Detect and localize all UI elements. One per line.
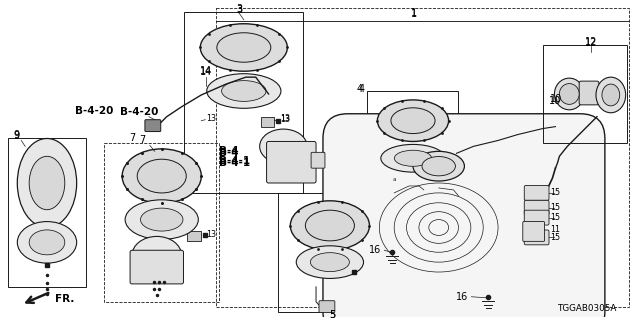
Ellipse shape [422,156,456,176]
Text: FR.: FR. [55,294,74,304]
FancyBboxPatch shape [323,114,605,320]
Ellipse shape [122,149,202,203]
Text: B-4-1: B-4-1 [219,156,250,166]
Bar [188,231,202,241]
Bar [278,193,389,312]
Ellipse shape [137,159,186,193]
FancyBboxPatch shape [311,152,325,168]
Text: 7: 7 [139,135,145,146]
Text: B-4-1: B-4-1 [219,158,250,168]
Ellipse shape [260,129,307,164]
Text: 1: 1 [411,8,417,18]
Text: 14: 14 [200,66,212,76]
FancyBboxPatch shape [524,200,549,215]
FancyBboxPatch shape [524,210,549,225]
Text: 15: 15 [550,213,561,222]
Text: 5: 5 [329,309,335,320]
Ellipse shape [391,108,435,133]
FancyBboxPatch shape [145,120,161,132]
Text: 15: 15 [550,188,561,197]
Text: 15: 15 [550,203,561,212]
Bar [104,143,219,302]
Ellipse shape [381,144,445,172]
Text: 5: 5 [329,309,335,320]
FancyBboxPatch shape [319,301,335,313]
Text: 13: 13 [280,115,291,124]
Ellipse shape [29,156,65,210]
Ellipse shape [221,81,266,101]
Text: 16: 16 [369,245,381,255]
Text: 3: 3 [236,5,242,15]
Ellipse shape [378,100,449,141]
Text: 4: 4 [358,84,365,94]
Ellipse shape [554,78,584,110]
Text: 11: 11 [550,225,561,234]
Ellipse shape [296,246,364,278]
Ellipse shape [559,84,579,104]
Text: B-4-20: B-4-20 [120,107,159,117]
Ellipse shape [305,210,355,241]
Bar [543,44,627,143]
Ellipse shape [310,253,349,272]
FancyBboxPatch shape [524,186,549,200]
FancyBboxPatch shape [267,141,316,183]
Ellipse shape [29,230,65,255]
FancyBboxPatch shape [579,81,599,105]
Text: 16: 16 [456,292,468,302]
Ellipse shape [207,74,281,108]
FancyBboxPatch shape [523,221,545,241]
Ellipse shape [132,236,182,274]
Text: B-4-20: B-4-20 [75,106,113,116]
Bar [367,91,458,188]
Text: 14: 14 [200,67,212,77]
Ellipse shape [17,221,77,263]
Text: 1: 1 [411,9,417,19]
Text: B-4: B-4 [219,148,239,158]
Ellipse shape [394,150,431,166]
Bar [184,12,303,193]
Ellipse shape [17,139,77,228]
Text: 9: 9 [13,130,19,140]
Text: 15: 15 [550,233,561,242]
Ellipse shape [596,77,626,113]
Ellipse shape [217,33,271,62]
Bar [260,117,275,127]
Ellipse shape [141,208,183,231]
Text: B-4: B-4 [219,146,239,156]
Bar [8,139,86,287]
Text: 7: 7 [129,133,135,143]
Text: 9: 9 [13,131,19,140]
FancyBboxPatch shape [524,230,549,245]
FancyBboxPatch shape [130,250,184,284]
Text: 10: 10 [550,94,562,104]
Text: 13: 13 [206,230,216,239]
Ellipse shape [291,201,369,250]
Text: 10: 10 [548,96,561,106]
Text: 3: 3 [236,4,242,14]
Text: 4: 4 [356,84,362,94]
Ellipse shape [602,84,620,106]
Ellipse shape [200,24,287,71]
Text: 12: 12 [585,36,597,46]
Ellipse shape [413,151,465,181]
Text: TGGAB0305A: TGGAB0305A [557,304,617,313]
Bar [216,8,628,307]
Text: a: a [392,177,396,182]
Ellipse shape [125,200,198,239]
Text: 13: 13 [280,114,291,123]
Text: 12: 12 [585,37,597,48]
Text: 13: 13 [206,114,216,123]
